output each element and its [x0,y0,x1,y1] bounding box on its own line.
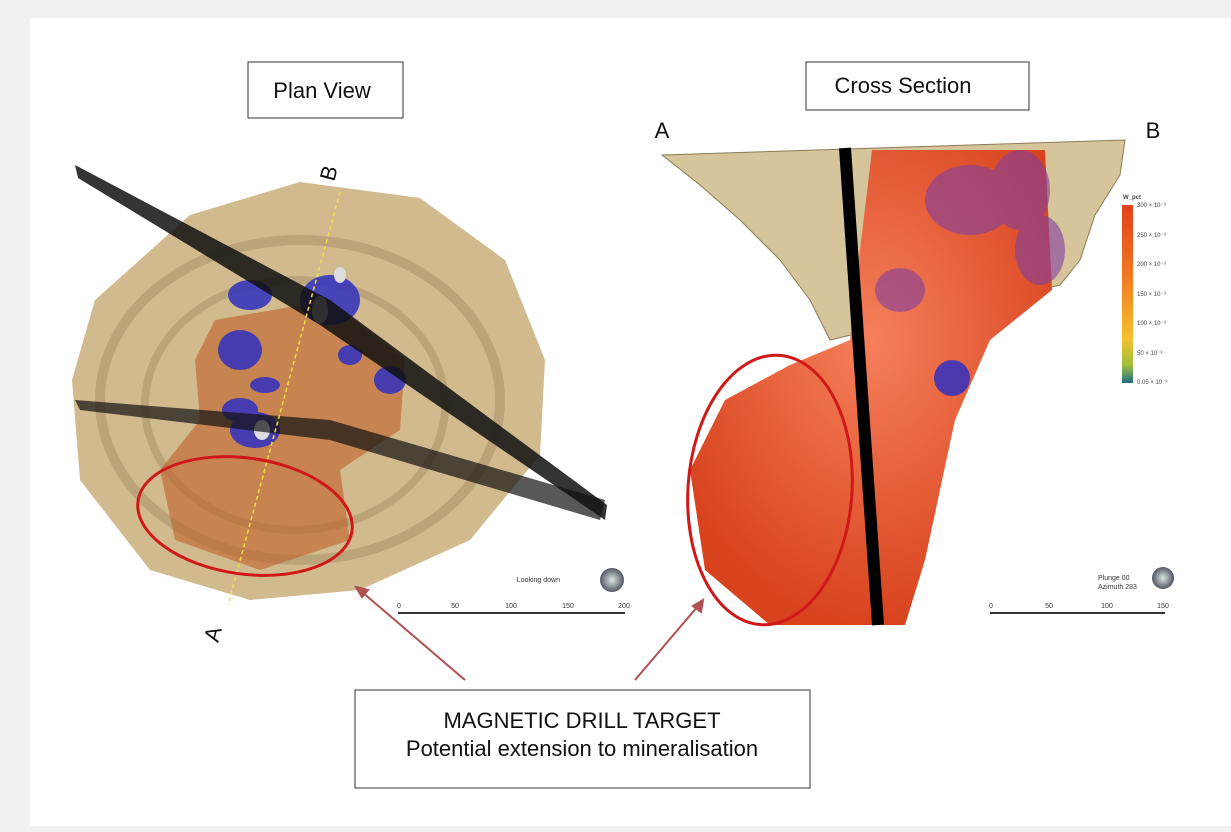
legend-label: 100 × 10⁻³ [1137,321,1166,327]
globe [600,568,624,592]
title-box [247,61,404,119]
orientation: Plunge 00 [1098,575,1130,582]
target-ellipse [136,455,354,577]
scale-label: 100 [505,603,517,610]
label-b: B [315,163,343,184]
fault [839,147,884,626]
scale-label: 50 [1045,603,1053,610]
legend-label: 50 × 10⁻³ [1137,351,1162,357]
label-b: B [1146,118,1161,143]
title-box [805,61,1030,111]
target-ellipse [686,353,854,627]
scale-label: 50 [451,603,459,610]
cross-section: A B W_pct 300 × 10⁻³ 250 × 10⁻³ 200 × 10… [655,118,1174,627]
legend-label: 200 × 10⁻³ [1137,262,1166,268]
scale-label: 0 [397,603,401,610]
scale-label: 200 [618,603,630,610]
orientation: Azimuth 283 [1098,584,1137,591]
bench [95,235,505,565]
legend-title: W_pct [1123,195,1141,201]
fault-plane [75,165,607,520]
legend-label: 150 × 10⁻³ [1137,292,1166,298]
legend-label: 250 × 10⁻³ [1137,233,1166,239]
globe [1152,567,1174,589]
ore-body [690,150,1052,625]
scale-label: 150 [562,603,574,610]
orientation: Looking down [517,577,560,584]
blobs [875,150,1065,312]
label-a: A [655,118,670,143]
blob [934,360,970,396]
scale-label: 150 [1157,603,1169,610]
plan-title: Plan View [273,78,371,103]
plan-view: B A Looking down 0 50 100 150 200 [72,163,630,644]
legend-label: 0.05 × 10⁻³ [1137,380,1167,386]
arrows [353,585,705,681]
callout-line: Potential extension to mineralisation [406,736,758,761]
blobs [218,275,406,448]
section-line [227,191,341,606]
fault-plane [75,400,605,520]
legend-bar [1122,205,1133,383]
scale-label: 0 [989,603,993,610]
callout-box [354,689,811,789]
label-a: A [199,623,227,644]
section-title: Cross Section [835,73,972,98]
callout-line: MAGNETIC DRILL TARGET [443,708,720,733]
legend-label: 300 × 10⁻³ [1137,203,1166,209]
scale-label: 100 [1101,603,1113,610]
